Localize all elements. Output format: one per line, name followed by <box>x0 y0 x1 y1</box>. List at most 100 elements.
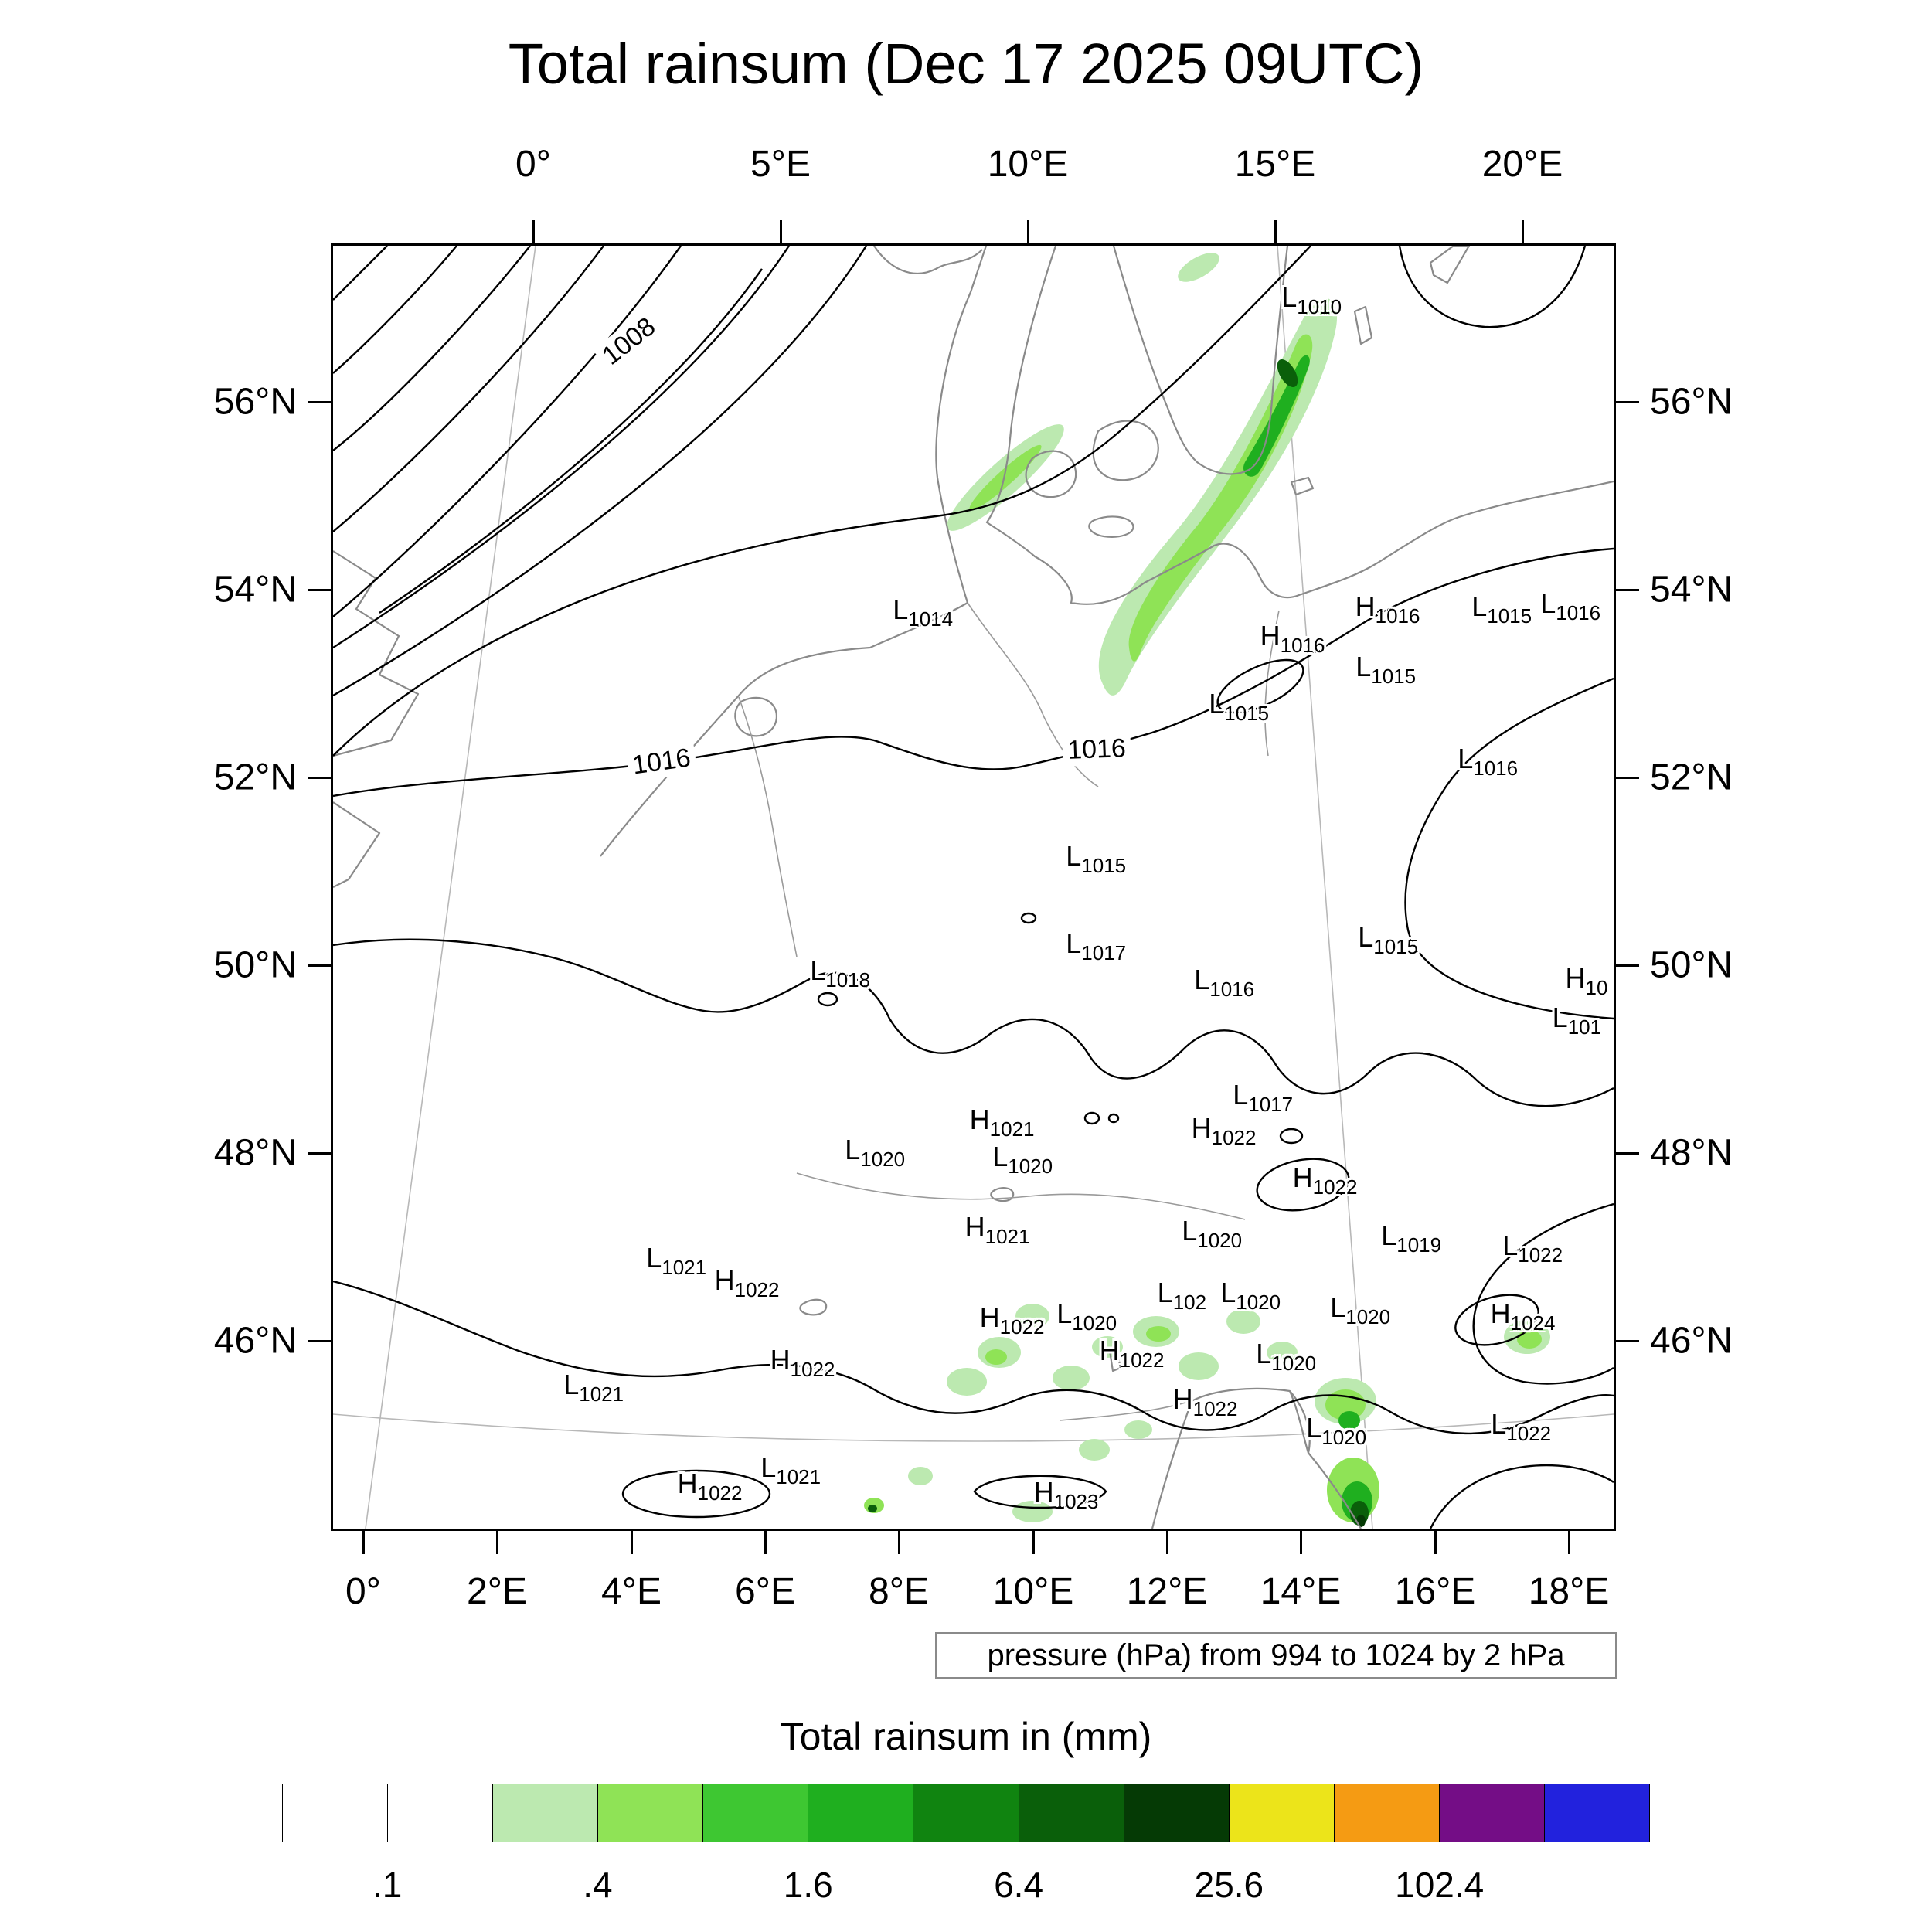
pressure-center-l1018: L1018 <box>810 954 870 992</box>
pressure-letter: L <box>1552 1001 1568 1033</box>
rain-cell <box>1146 1326 1171 1342</box>
pressure-center-h1022: H1022 <box>1293 1162 1358 1199</box>
pressure-center-h1016: H1016 <box>1260 620 1325 657</box>
pressure-letter: L <box>1220 1276 1236 1308</box>
rain-cell <box>1226 1309 1260 1334</box>
pressure-center-l1022: L1022 <box>1491 1408 1551 1445</box>
axis-tick-top <box>1522 220 1524 243</box>
lat-axis-label-left: 50°N <box>213 944 297 986</box>
pressure-letter: L <box>1194 963 1210 995</box>
pressure-value: 1020 <box>1197 1228 1243 1252</box>
pressure-center-l1019: L1019 <box>1381 1219 1441 1257</box>
coast-skagerrak <box>873 246 983 274</box>
pressure-center-l1020: L1020 <box>1220 1276 1281 1314</box>
isobar-closed-sw <box>621 1469 771 1519</box>
rain-cell <box>1338 1411 1360 1430</box>
lon-axis-label-bottom: 6°E <box>735 1571 795 1612</box>
pressure-value: 1021 <box>985 1224 1030 1248</box>
axis-tick-bottom <box>631 1531 633 1554</box>
axis-tick-right <box>1616 964 1639 967</box>
island-lolland <box>1088 515 1134 538</box>
rain-cell <box>868 1505 877 1512</box>
isobar <box>333 246 604 532</box>
pressure-value: 1024 <box>1510 1311 1556 1335</box>
pressure-letter: L <box>1281 281 1298 313</box>
pressure-letter: H <box>1033 1475 1054 1508</box>
pressure-letter: L <box>1502 1229 1519 1261</box>
rain-cell <box>1015 1304 1049 1328</box>
rain-cell <box>1079 1439 1110 1461</box>
pressure-center-h10: H10 <box>1566 962 1608 999</box>
pressure-letter: L <box>893 593 909 625</box>
axis-tick-left <box>308 964 331 967</box>
pressure-value: 1022 <box>697 1481 743 1505</box>
axis-tick-top <box>1027 220 1029 243</box>
pressure-letter: L <box>1358 920 1374 953</box>
pressure-center-l1015: L1015 <box>1471 590 1532 628</box>
rain-cell <box>969 444 1042 511</box>
pressure-value: 1022 <box>1518 1243 1563 1267</box>
lon-axis-label-bottom: 12°E <box>1126 1571 1208 1612</box>
colorbar-cell-8 <box>1123 1784 1230 1842</box>
pressure-center-h1022: H1022 <box>1099 1334 1165 1372</box>
axis-tick-bottom <box>496 1531 498 1554</box>
pressure-value: 1021 <box>989 1117 1035 1141</box>
pressure-value: 1021 <box>579 1382 624 1406</box>
map-canvas <box>333 246 1614 1529</box>
isobar <box>333 246 457 374</box>
rain-cell <box>1092 1336 1123 1358</box>
axis-tick-bottom <box>1568 1531 1570 1554</box>
colorbar-tick-label: 102.4 <box>1395 1865 1485 1905</box>
lat-axis-label-right: 48°N <box>1650 1132 1733 1174</box>
lat-axis-label-right: 50°N <box>1650 944 1733 986</box>
isobar <box>333 246 791 649</box>
pressure-letter: H <box>1490 1297 1511 1329</box>
pressure-value: 1022 <box>1192 1396 1238 1420</box>
pressure-letter: L <box>1381 1219 1397 1251</box>
pressure-letter: L <box>1056 1297 1073 1329</box>
lat-axis-label-right: 54°N <box>1650 569 1733 611</box>
rain-cell <box>1356 1515 1366 1527</box>
lon-axis-label-top: 10°E <box>987 144 1069 185</box>
pressure-value: 1022 <box>734 1277 780 1301</box>
axis-tick-left <box>308 589 331 591</box>
colorbar-cell-3 <box>597 1784 704 1842</box>
pressure-letter: L <box>1182 1214 1198 1247</box>
pressure-letter: L <box>1256 1337 1272 1369</box>
pressure-center-h1022: H1022 <box>770 1344 835 1381</box>
pressure-letter: L <box>1355 650 1372 682</box>
axis-tick-right <box>1616 401 1639 403</box>
axis-tick-left <box>308 777 331 779</box>
pressure-letter: L <box>646 1241 662 1274</box>
pressure-center-l1015: L1015 <box>1355 650 1416 688</box>
isobar-micro <box>817 992 838 1007</box>
pressure-letter: L <box>992 1140 1009 1172</box>
pressure-letter: H <box>1099 1334 1120 1366</box>
axis-tick-top <box>1274 220 1277 243</box>
colorbar-cell-10 <box>1333 1784 1440 1842</box>
pressure-value: 1022 <box>1312 1175 1358 1199</box>
pressure-value: 1020 <box>1321 1425 1367 1449</box>
lake-constance <box>990 1187 1015 1202</box>
colorbar-cell-9 <box>1228 1784 1335 1842</box>
isobar <box>379 268 763 614</box>
rain-cell <box>908 1467 933 1485</box>
island-sjaelland <box>1092 420 1159 481</box>
isobar-1020 <box>333 1280 1614 1435</box>
axis-tick-right <box>1616 1152 1639 1155</box>
isobar <box>333 246 388 301</box>
pressure-letter: H <box>969 1103 990 1135</box>
pressure-letter: H <box>714 1264 735 1296</box>
isobar-1018 <box>333 938 1614 1107</box>
pressure-value: 10 <box>1585 975 1608 999</box>
pressure-letter: L <box>1330 1291 1346 1323</box>
isobar-layer <box>333 246 1614 1529</box>
pressure-value: 1017 <box>1081 940 1127 964</box>
lon-axis-label-top: 5°E <box>750 144 811 185</box>
axis-tick-left <box>308 1152 331 1155</box>
island-oland <box>1353 305 1373 345</box>
lon-axis-label-bottom: 8°E <box>869 1571 929 1612</box>
pressure-letter: L <box>760 1451 777 1483</box>
river-danube <box>796 1172 1246 1220</box>
pressure-value: 1016 <box>1473 756 1519 780</box>
